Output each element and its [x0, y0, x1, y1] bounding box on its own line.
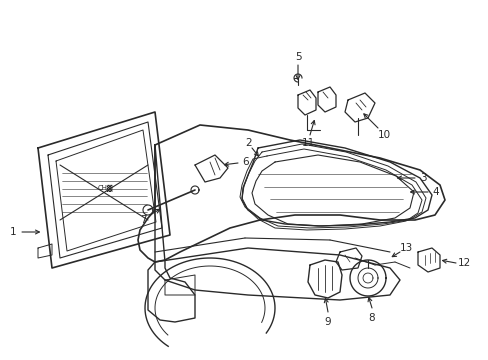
Text: 1: 1 [10, 227, 16, 237]
Text: 5: 5 [294, 52, 301, 62]
Text: 10: 10 [377, 130, 390, 140]
Text: 2: 2 [245, 138, 252, 148]
Text: 9: 9 [324, 317, 331, 327]
Text: 12: 12 [456, 258, 469, 268]
Text: CH▓: CH▓ [97, 184, 112, 192]
Text: 8: 8 [368, 313, 375, 323]
Text: 3: 3 [419, 173, 426, 183]
Text: 4: 4 [432, 187, 438, 197]
Text: 11: 11 [301, 138, 314, 148]
Text: 7: 7 [140, 215, 146, 225]
Text: 6: 6 [242, 157, 249, 167]
Text: 13: 13 [399, 243, 412, 253]
